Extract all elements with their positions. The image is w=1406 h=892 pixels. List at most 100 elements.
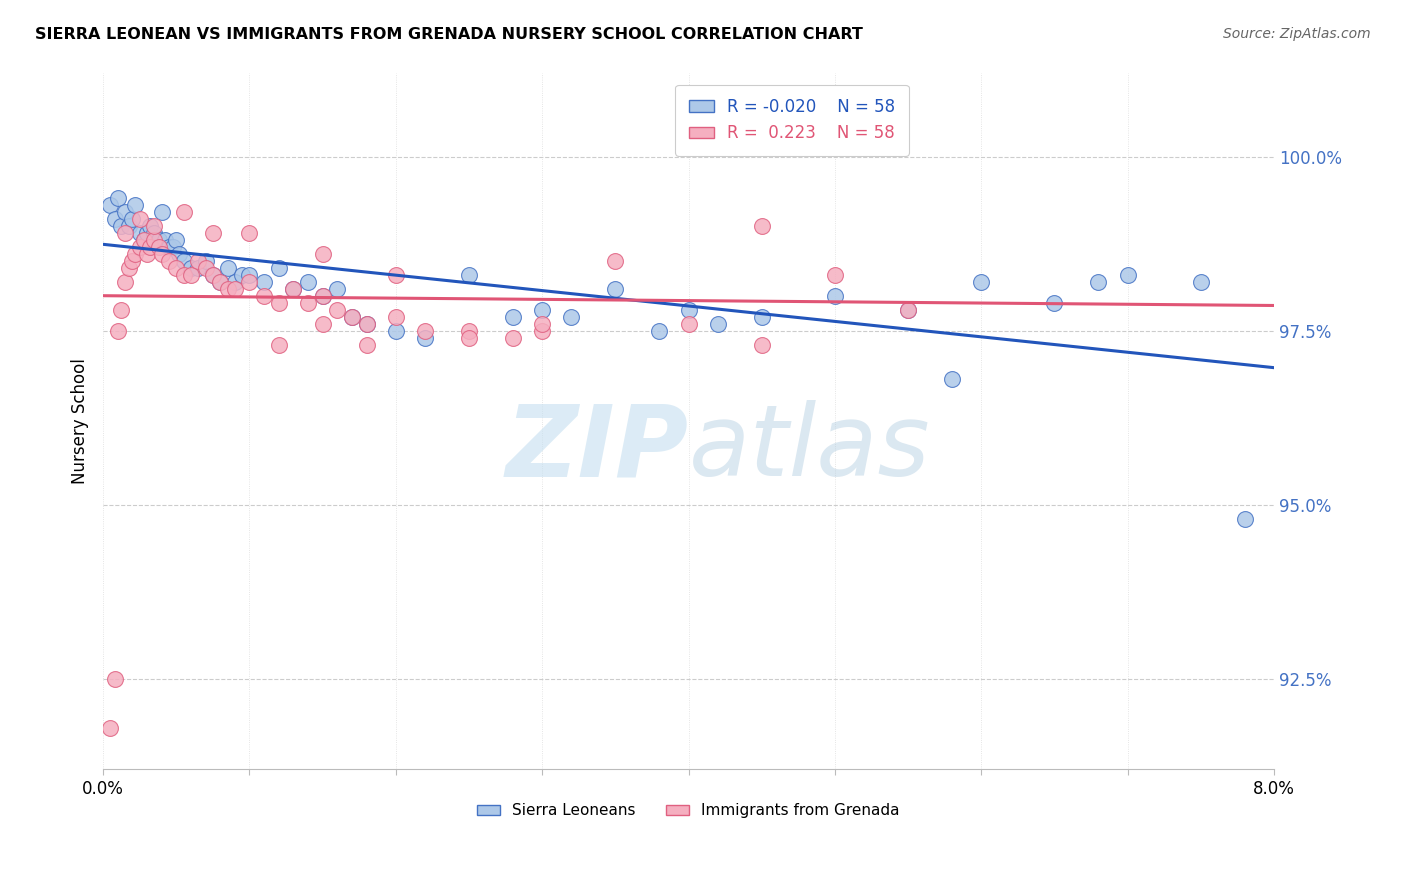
Point	[209, 275, 232, 289]
Point	[824, 268, 846, 282]
Point	[201, 226, 224, 240]
Point	[897, 302, 920, 317]
Point	[132, 233, 155, 247]
Point	[311, 289, 333, 303]
Point	[311, 289, 333, 303]
Point	[148, 240, 170, 254]
Point	[165, 260, 187, 275]
Point	[385, 268, 408, 282]
Text: SIERRA LEONEAN VS IMMIGRANTS FROM GRENADA NURSERY SCHOOL CORRELATION CHART: SIERRA LEONEAN VS IMMIGRANTS FROM GRENAD…	[35, 27, 863, 42]
Point	[157, 240, 180, 254]
Point	[502, 330, 524, 344]
Point	[167, 247, 190, 261]
Point	[143, 233, 166, 247]
Point	[118, 260, 141, 275]
Point	[326, 302, 349, 317]
Point	[311, 247, 333, 261]
Point	[100, 198, 122, 212]
Point	[297, 295, 319, 310]
Point	[678, 317, 700, 331]
Point	[148, 233, 170, 247]
Point	[100, 721, 122, 735]
Point	[128, 240, 150, 254]
Point	[458, 330, 481, 344]
Point	[107, 324, 129, 338]
Point	[267, 337, 290, 351]
Point	[385, 310, 408, 324]
Point	[162, 240, 184, 254]
Point	[648, 324, 671, 338]
Point	[1043, 295, 1066, 310]
Point	[238, 226, 260, 240]
Point	[150, 247, 173, 261]
Point	[560, 310, 582, 324]
Point	[104, 672, 127, 686]
Point	[605, 282, 627, 296]
Point	[124, 198, 146, 212]
Point	[217, 282, 239, 296]
Point	[121, 212, 143, 227]
Point	[283, 282, 305, 296]
Point	[153, 233, 176, 247]
Y-axis label: Nursery School: Nursery School	[72, 359, 89, 484]
Point	[201, 268, 224, 282]
Point	[128, 226, 150, 240]
Point	[150, 205, 173, 219]
Point	[224, 275, 246, 289]
Point	[531, 317, 554, 331]
Point	[824, 289, 846, 303]
Point	[267, 260, 290, 275]
Point	[217, 260, 239, 275]
Point	[340, 310, 363, 324]
Point	[231, 268, 253, 282]
Point	[356, 317, 378, 331]
Point	[605, 254, 627, 268]
Point	[136, 226, 159, 240]
Point	[253, 289, 276, 303]
Point	[413, 324, 436, 338]
Text: ZIP: ZIP	[506, 401, 689, 498]
Point	[1233, 511, 1256, 525]
Point	[110, 302, 132, 317]
Point	[165, 233, 187, 247]
Point	[941, 372, 963, 386]
Point	[531, 324, 554, 338]
Text: atlas: atlas	[689, 401, 931, 498]
Point	[173, 254, 195, 268]
Point	[194, 254, 217, 268]
Point	[124, 247, 146, 261]
Point	[340, 310, 363, 324]
Point	[180, 260, 202, 275]
Point	[458, 324, 481, 338]
Point	[173, 205, 195, 219]
Point	[751, 310, 773, 324]
Point	[128, 212, 150, 227]
Point	[707, 317, 730, 331]
Point	[114, 275, 136, 289]
Point	[139, 240, 162, 254]
Point	[751, 219, 773, 234]
Point	[970, 275, 993, 289]
Point	[751, 337, 773, 351]
Point	[458, 268, 481, 282]
Point	[114, 226, 136, 240]
Point	[157, 254, 180, 268]
Point	[897, 302, 920, 317]
Point	[224, 282, 246, 296]
Point	[253, 275, 276, 289]
Point	[104, 212, 127, 227]
Point	[180, 268, 202, 282]
Point	[238, 275, 260, 289]
Point	[132, 233, 155, 247]
Point	[187, 254, 209, 268]
Point	[107, 191, 129, 205]
Point	[114, 205, 136, 219]
Point	[121, 254, 143, 268]
Point	[678, 302, 700, 317]
Point	[283, 282, 305, 296]
Point	[413, 330, 436, 344]
Point	[356, 317, 378, 331]
Point	[136, 247, 159, 261]
Point	[238, 268, 260, 282]
Point	[267, 295, 290, 310]
